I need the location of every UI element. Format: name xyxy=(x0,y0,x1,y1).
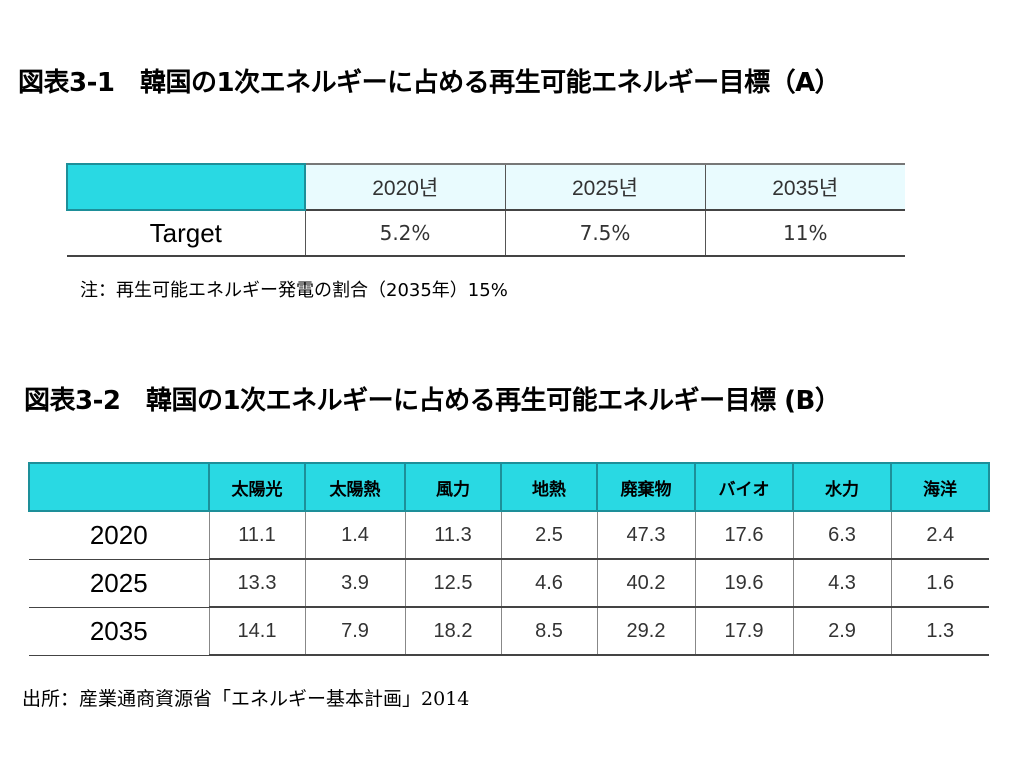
column-header: 廃棄物 xyxy=(596,462,696,512)
table-cell: 17.9 xyxy=(694,607,793,656)
table-cell: 2.9 xyxy=(792,607,891,656)
table-row: 2025 13.3 3.9 12.5 4.6 40.2 19.6 4.3 1.6 xyxy=(29,559,989,608)
table-cell: 1.3 xyxy=(890,607,989,656)
table-cell: 47.3 xyxy=(596,511,695,560)
table-cell: 4.6 xyxy=(500,559,597,608)
table-cell: 4.3 xyxy=(792,559,891,608)
column-header: 風力 xyxy=(404,462,502,512)
table-cell: 1.4 xyxy=(304,511,405,560)
table-b-corner-cell xyxy=(28,462,210,512)
table-b-header-row: 太陽光 太陽熱 風力 地熱 廃棄物 バイオ 水力 海洋 xyxy=(28,462,990,512)
column-header: 太陽光 xyxy=(208,462,306,512)
table-a-col-header: 2035년 xyxy=(704,163,905,211)
table-cell: 11.1 xyxy=(208,511,305,560)
row-year-label: 2025 xyxy=(29,559,209,608)
column-header: 水力 xyxy=(792,462,892,512)
table-cell: 11.3 xyxy=(404,511,501,560)
table-a-header-row: 2020년 2025년 2035년 xyxy=(66,163,905,211)
table-cell: 19.6 xyxy=(694,559,793,608)
note-text: 注：再生可能エネルギー発電の割合（2035年）15% xyxy=(80,280,508,301)
title-table-a: 図表3-1 韓国の1次エネルギーに占める再生可能エネルギー目標（A） xyxy=(18,68,841,98)
renewable-target-table-a: 2020년 2025년 2035년 Target 5.2% 7.5% 11% xyxy=(66,163,905,257)
column-label: 2035년 xyxy=(772,177,839,200)
table-row: 2020 11.1 1.4 11.3 2.5 47.3 17.6 6.3 2.4 xyxy=(29,511,989,560)
source-citation: 出所：産業通商資源省「エネルギー基本計画」2014 xyxy=(22,684,469,711)
table-cell: 7.5% xyxy=(504,210,705,257)
column-header: 海洋 xyxy=(890,462,990,512)
column-label: 2020년 xyxy=(372,177,439,200)
table-cell: 2.5 xyxy=(500,511,597,560)
table-cell: 3.9 xyxy=(304,559,405,608)
row-year-label: 2020 xyxy=(29,511,209,560)
renewable-mix-table-b: 太陽光 太陽熱 風力 地熱 廃棄物 バイオ 水力 海洋 2020 11.1 1.… xyxy=(28,462,990,656)
table-cell: 18.2 xyxy=(404,607,501,656)
row-label-target: Target xyxy=(67,210,305,257)
table-cell: 12.5 xyxy=(404,559,501,608)
table-cell: 1.6 xyxy=(890,559,989,608)
column-header: 太陽熱 xyxy=(304,462,406,512)
table-cell: 5.2% xyxy=(304,210,505,257)
table-a-corner-cell xyxy=(66,163,306,211)
table-cell: 11% xyxy=(704,210,905,257)
table-a-target-row: Target 5.2% 7.5% 11% xyxy=(67,210,905,257)
table-cell: 29.2 xyxy=(596,607,695,656)
table-cell: 40.2 xyxy=(596,559,695,608)
column-header: バイオ xyxy=(694,462,794,512)
table-cell: 6.3 xyxy=(792,511,891,560)
table-cell: 7.9 xyxy=(304,607,405,656)
source-text: 出所：産業通商資源省「エネルギー基本計画」 xyxy=(22,688,422,710)
table-cell: 14.1 xyxy=(208,607,305,656)
source-year: 2014 xyxy=(421,688,470,710)
title-table-b: 図表3-2 韓国の1次エネルギーに占める再生可能エネルギー目標 (B） xyxy=(24,386,841,416)
column-header: 地熱 xyxy=(500,462,598,512)
table-cell: 8.5 xyxy=(500,607,597,656)
table-cell: 17.6 xyxy=(694,511,793,560)
table-a-col-header: 2020년 xyxy=(304,163,505,211)
table-cell: 2.4 xyxy=(890,511,989,560)
table-cell: 13.3 xyxy=(208,559,305,608)
table-a-col-header: 2025년 xyxy=(504,163,705,211)
table-row: 2035 14.1 7.9 18.2 8.5 29.2 17.9 2.9 1.3 xyxy=(29,607,989,656)
row-year-label: 2035 xyxy=(29,607,209,656)
column-label: 2025년 xyxy=(571,177,639,200)
